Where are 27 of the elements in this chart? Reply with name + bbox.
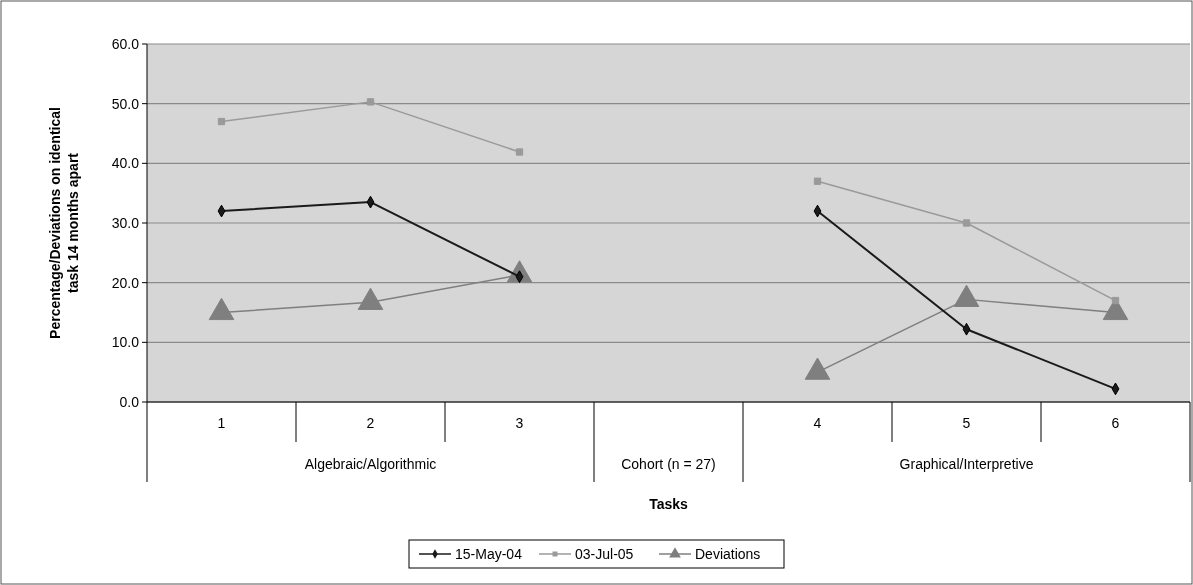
- x-axis-title: Tasks: [649, 496, 689, 512]
- point: [217, 117, 226, 126]
- x-tick-label: 2: [366, 415, 375, 431]
- legend-label: 15-May-04: [455, 545, 523, 562]
- text: Algebraic/Algorithmic: [304, 456, 437, 472]
- point: [515, 148, 524, 156]
- x-tick-label: 3: [515, 415, 524, 431]
- y-tick-label: 0.0: [119, 393, 140, 410]
- point: [962, 219, 971, 227]
- y-tick-label: 30.0: [111, 214, 140, 231]
- x-tick-label: 4: [813, 415, 822, 431]
- y-tick-label: 40.0: [111, 155, 140, 172]
- y-tick-label: 20.0: [111, 274, 140, 291]
- x-tick-label: 1: [217, 415, 226, 431]
- text: Graphical/Interpretive: [899, 456, 1034, 472]
- legend-label: 03-Jul-05: [575, 545, 634, 562]
- x-tick-label: 5: [962, 415, 971, 431]
- legend-label: Deviations: [695, 545, 761, 562]
- y-tick-label: 50.0: [111, 95, 140, 112]
- y-axis-title: Percentage/Deviations on identical task 14 months apart: [47, 107, 81, 339]
- x-tick-label: 6: [1111, 415, 1120, 431]
- y-tick-label: 10.0: [111, 334, 140, 351]
- point: [1111, 296, 1120, 305]
- y-tick-label: 60.0: [111, 35, 140, 52]
- point: [366, 98, 375, 106]
- text: Cohort (n = 27): [621, 456, 716, 472]
- point: [813, 177, 822, 185]
